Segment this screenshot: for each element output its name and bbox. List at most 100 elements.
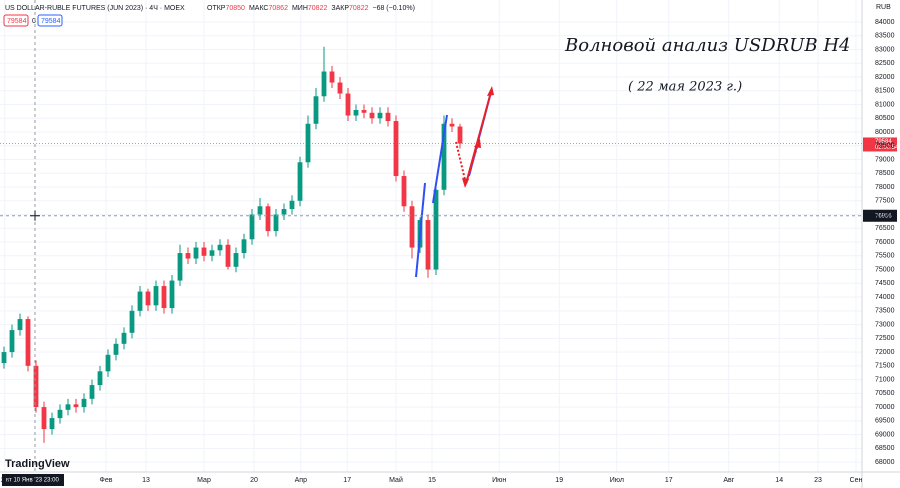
crosshair-badge [863, 209, 897, 222]
x-tick-label: Авг [723, 477, 734, 484]
countdown: 02:00:54 [875, 145, 899, 151]
candle-body [113, 343, 119, 355]
candle-body [105, 354, 111, 372]
candle-body [449, 123, 455, 127]
candle-body [313, 96, 319, 124]
y-tick-label: 73000 [875, 321, 895, 328]
y-tick-label: 75500 [875, 253, 895, 260]
y-tick-label: 73500 [875, 308, 895, 315]
y-tick-label: 69000 [875, 431, 895, 438]
candle-body [337, 82, 343, 94]
x-tick-label: Апр [295, 477, 307, 484]
y-tick-label: 69500 [875, 418, 895, 425]
input-value: 0 [32, 18, 36, 25]
ohlc-item: МИН [292, 5, 308, 12]
y-tick-label: 77500 [875, 198, 895, 205]
y-tick-label: 72000 [875, 349, 895, 356]
candle-body [9, 330, 15, 353]
candle-body [25, 319, 31, 366]
candle-body [65, 404, 71, 410]
candle-body [297, 162, 303, 201]
last-price-label: 79584 [875, 139, 892, 145]
candle-body [425, 220, 431, 270]
y-tick-label: 78500 [875, 170, 895, 177]
y-tick-label: 74000 [875, 294, 895, 301]
y-tick-label: 80500 [875, 115, 895, 122]
input-box[interactable] [37, 14, 63, 27]
candle-body [233, 253, 239, 267]
ohlc-item: 70822 [349, 5, 369, 12]
candle-body [433, 189, 439, 270]
candles [1, 46, 463, 443]
candle-body [273, 214, 279, 232]
candle-body [33, 365, 39, 408]
ohlc-item: МАКС [249, 5, 269, 12]
candle-body [129, 310, 135, 333]
candle-body [97, 371, 103, 386]
candle-body [281, 209, 287, 215]
y-tick-label: 81000 [875, 101, 895, 108]
annotation: Волновой анализ USDRUB H4 [564, 35, 851, 56]
y-tick-label: 76000 [875, 239, 895, 246]
candle-body [305, 123, 311, 163]
candle-body [161, 286, 167, 309]
x-tick-label: 23 [814, 477, 822, 484]
y-tick-label: 76500 [875, 225, 895, 232]
grid [0, 0, 862, 472]
candle-body [393, 121, 399, 177]
currency: RUB [876, 4, 891, 11]
y-tick-label: 70500 [875, 390, 895, 397]
candle-body [193, 247, 199, 259]
y-tick-label: 79500 [875, 143, 895, 150]
candle-body [265, 206, 271, 232]
input-value[interactable]: 79584 [41, 18, 61, 25]
forecast-arrow [466, 91, 492, 181]
y-tick-label: 82500 [875, 60, 895, 67]
candle-body [145, 291, 151, 306]
candle-body [57, 409, 63, 419]
annotation: ( 22 мая 2023 г.) [628, 80, 742, 95]
candle-body [217, 244, 223, 251]
candle-body [345, 93, 351, 116]
ohlc-item: 70862 [269, 5, 289, 12]
crosshair-price-label: 76956 [875, 213, 892, 219]
candle-body [49, 418, 55, 430]
x-tick-label: 19 [555, 477, 563, 484]
x-tick-label: 15 [428, 477, 436, 484]
wave-line [432, 114, 448, 204]
y-tick-label: 80000 [875, 129, 895, 136]
candle-body [361, 110, 367, 113]
x-tick-label: 20 [250, 477, 258, 484]
x-tick-label: Сен [850, 477, 863, 484]
ohlc-item: ОТКР [207, 5, 226, 12]
candle-body [121, 332, 127, 344]
candle-body [257, 206, 263, 215]
candle-body [177, 253, 183, 281]
candle-body [1, 352, 7, 364]
arrow-head [487, 86, 494, 96]
symbol-title: US DOLLAR-RUBLE FUTURES (JUN 2023) · 4Ч … [5, 5, 185, 12]
y-tick-label: 72500 [875, 335, 895, 342]
input-value[interactable]: 79584 [7, 18, 27, 25]
x-tick-label: Мар [197, 477, 211, 484]
y-tick-label: 83000 [875, 46, 895, 53]
x-tick-label: Май [389, 476, 403, 484]
y-tick-label: 74500 [875, 280, 895, 287]
x-tick-label: 14 [775, 477, 783, 484]
candle-body [289, 200, 295, 210]
candle-body [457, 126, 463, 144]
input-box[interactable] [3, 14, 29, 27]
candle-body [201, 247, 207, 256]
candle-body [73, 404, 79, 408]
candle-body [377, 112, 383, 119]
x-tick-label: 17 [665, 477, 673, 484]
candle-body [89, 385, 95, 399]
candle-body [241, 239, 247, 254]
ohlc-legend: ОТКР 70850 МАКС 70862 МИН 70822 ЗАКР 70822 −68 (… [207, 5, 415, 12]
x-tick-label: Июн [492, 477, 506, 484]
y-tick-label: 79000 [875, 156, 895, 163]
last-price-badge [863, 137, 897, 152]
